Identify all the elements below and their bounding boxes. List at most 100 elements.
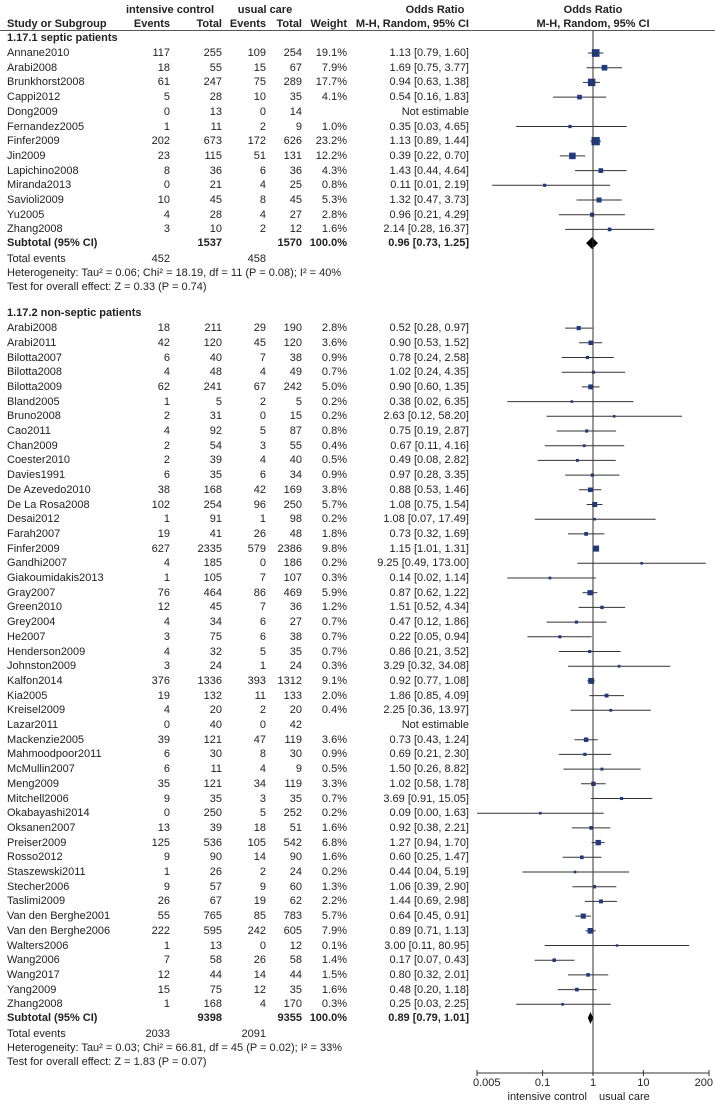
usual-total: 15 xyxy=(289,410,302,423)
odds-ratio-ci: 2.14 [0.28, 16.37] xyxy=(383,223,469,236)
study-name: Finfer2009 xyxy=(7,542,60,555)
odds-ratio-ci: 0.47 [0.12, 1.86] xyxy=(389,616,469,629)
study-name: Lazar2011 xyxy=(7,719,59,731)
odds-ratio-ci: 0.44 [0.04, 5.19] xyxy=(389,866,469,878)
study-name: Mahmoodpoor2011 xyxy=(7,748,102,761)
usual-total: 252 xyxy=(283,807,302,820)
total-events-label: Total events xyxy=(7,1028,66,1040)
usual-events: 3 xyxy=(259,792,266,805)
subtotal-intensive-total: 9398 xyxy=(197,1012,222,1024)
odds-ratio-ci: 0.60 [0.25, 1.47] xyxy=(389,851,469,864)
study-weight: 0.2% xyxy=(321,513,347,526)
study-weight: 1.6% xyxy=(321,983,347,996)
odds-ratio-ci: 3.29 [0.32, 34.08] xyxy=(383,660,469,673)
usual-events: 14 xyxy=(253,851,266,864)
intensive-events: 2 xyxy=(163,410,170,423)
intensive-total: 24 xyxy=(209,660,222,673)
study-weight: 0.4% xyxy=(321,439,347,452)
study-weight: 1.5% xyxy=(321,968,347,981)
study-square xyxy=(552,958,556,962)
study-square xyxy=(588,677,595,684)
intensive-events: 9 xyxy=(163,792,170,805)
study-name: Jin2009 xyxy=(7,149,46,162)
study-weight: 2.2% xyxy=(321,895,347,908)
study-square xyxy=(538,811,542,815)
usual-events: 242 xyxy=(247,924,266,937)
odds-ratio-ci: 0.92 [0.77, 1.08] xyxy=(389,674,469,687)
usual-events: 2 xyxy=(259,395,266,408)
odds-ratio-ci: 0.67 [0.11, 4.16] xyxy=(390,439,469,452)
intensive-events: 61 xyxy=(157,76,170,89)
usual-total: 133 xyxy=(283,689,302,702)
odds-ratio-ci: 1.44 [0.69, 2.98] xyxy=(389,895,469,908)
odds-ratio-ci: 9.25 [0.49, 173.00] xyxy=(377,557,469,570)
usual-total: 542 xyxy=(283,836,302,849)
usual-total: 119 xyxy=(284,777,302,790)
intensive-events: 4 xyxy=(163,616,170,629)
usual-events: 67 xyxy=(253,380,266,393)
usual-events: 5 xyxy=(259,425,266,437)
intensive-total: 247 xyxy=(203,76,222,89)
usual-events: 5 xyxy=(259,645,266,658)
odds-ratio-ci: 0.94 [0.63, 1.38] xyxy=(389,76,469,89)
study-weight: 0.2% xyxy=(321,866,347,878)
overall-effect-text: Test for overall effect: Z = 1.83 (P = 0… xyxy=(7,1056,207,1068)
usual-events: 75 xyxy=(253,76,266,89)
odds-ratio-ci: 0.17 [0.07, 0.43] xyxy=(389,954,469,967)
study-weight: 0.7% xyxy=(321,645,347,658)
usual-total: 14 xyxy=(289,105,302,118)
study-weight: 3.8% xyxy=(321,483,347,496)
study-weight: 5.3% xyxy=(321,194,347,206)
usual-events: 29 xyxy=(253,322,266,335)
intensive-total: 35 xyxy=(209,469,222,482)
study-square xyxy=(593,545,600,552)
intensive-events: 3 xyxy=(163,630,170,643)
intensive-events: 12 xyxy=(157,968,170,981)
usual-events: 2 xyxy=(259,704,266,717)
study-weight: 17.7% xyxy=(315,76,347,89)
header-weight: Weight xyxy=(310,18,347,30)
overall-effect-text: Test for overall effect: Z = 0.33 (P = 0… xyxy=(7,281,207,294)
usual-total: 27 xyxy=(289,616,302,629)
intensive-events: 125 xyxy=(151,836,170,849)
usual-events: 85 xyxy=(253,910,266,923)
study-square xyxy=(591,137,600,146)
study-square xyxy=(591,49,600,57)
intensive-events: 1 xyxy=(163,939,170,952)
study-square xyxy=(587,487,593,493)
usual-events: 96 xyxy=(253,498,266,511)
study-weight: 0.2% xyxy=(321,395,347,408)
odds-ratio-ci: 2.25 [0.36, 13.97] xyxy=(383,704,469,717)
odds-ratio-ci: 0.38 [0.02, 6.35] xyxy=(389,395,469,408)
usual-total: 45 xyxy=(289,194,302,206)
odds-ratio-ci: 0.73 [0.32, 1.69] xyxy=(389,527,469,540)
total-events-intensive: 452 xyxy=(151,253,170,266)
study-weight: 19.1% xyxy=(315,47,347,59)
odds-ratio-ci: 1.06 [0.39, 2.90] xyxy=(389,880,469,893)
usual-total: 242 xyxy=(283,380,302,393)
odds-ratio-ci: 0.90 [0.60, 1.35] xyxy=(389,380,469,393)
usual-total: 40 xyxy=(289,454,302,467)
study-square xyxy=(593,517,596,521)
study-name: Mitchell2006 xyxy=(7,792,69,805)
odds-ratio-ci: Not estimable xyxy=(401,105,469,118)
usual-total: 2386 xyxy=(277,542,302,555)
usual-total: 38 xyxy=(289,630,302,643)
usual-events: 14 xyxy=(253,968,266,981)
study-weight: 9.1% xyxy=(321,674,347,687)
intensive-events: 19 xyxy=(157,527,170,540)
odds-ratio-ci: 1.86 [0.85, 4.09] xyxy=(389,689,469,702)
odds-ratio-ci: 1.08 [0.07, 17.49] xyxy=(383,513,469,526)
study-square xyxy=(574,620,579,624)
intensive-events: 26 xyxy=(157,895,170,908)
study-name: Stecher2006 xyxy=(7,880,70,893)
usual-events: 18 xyxy=(253,821,266,834)
usual-total: 24 xyxy=(289,660,302,673)
subtotal-weight: 100.0% xyxy=(309,1012,347,1024)
usual-total: 626 xyxy=(283,135,302,148)
usual-total: 5 xyxy=(295,395,302,408)
subtotal-label: Subtotal (95% CI) xyxy=(7,237,98,250)
odds-ratio-ci: 2.63 [0.12, 58.20] xyxy=(383,410,469,423)
usual-events: 4 xyxy=(259,208,266,221)
